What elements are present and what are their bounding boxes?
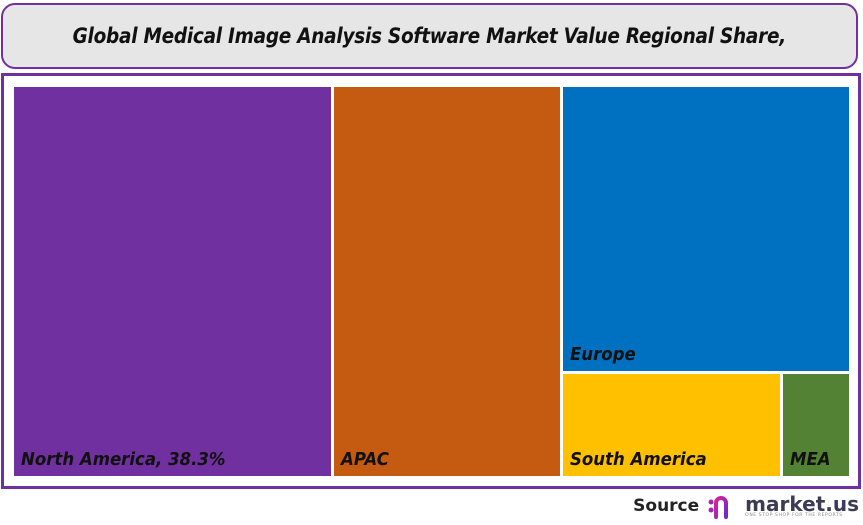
tile-europe: Europe [563,87,849,371]
chart-title: Global Medical Image Analysis Software M… [72,24,787,48]
source-attribution: Source market.us ONE STOP SHOP FOR THE R… [633,490,859,522]
logo-name: market.us [745,491,859,516]
tile-label-apac: APAC [341,449,389,470]
tile-label-mea: MEA [790,449,831,470]
tile-label-north-america: North America, 38.3% [21,449,226,470]
tile-south-america: South America [563,374,780,476]
tile-label-south-america: South America [570,449,707,470]
tile-mea: MEA [783,374,849,476]
logo-tagline: ONE STOP SHOP FOR THE REPORTS [745,512,843,518]
title-box: Global Medical Image Analysis Software M… [1,3,858,69]
tile-north-america: North America, 38.3% [14,87,331,476]
market-us-logo: market.us ONE STOP SHOP FOR THE REPORTS [707,493,859,519]
tile-apac: APAC [334,87,560,476]
tile-label-europe: Europe [570,344,636,365]
source-label: Source [633,496,700,516]
treemap-chart: North America, 38.3% APAC Europe South A… [1,73,861,489]
market-us-logo-icon [708,495,741,519]
